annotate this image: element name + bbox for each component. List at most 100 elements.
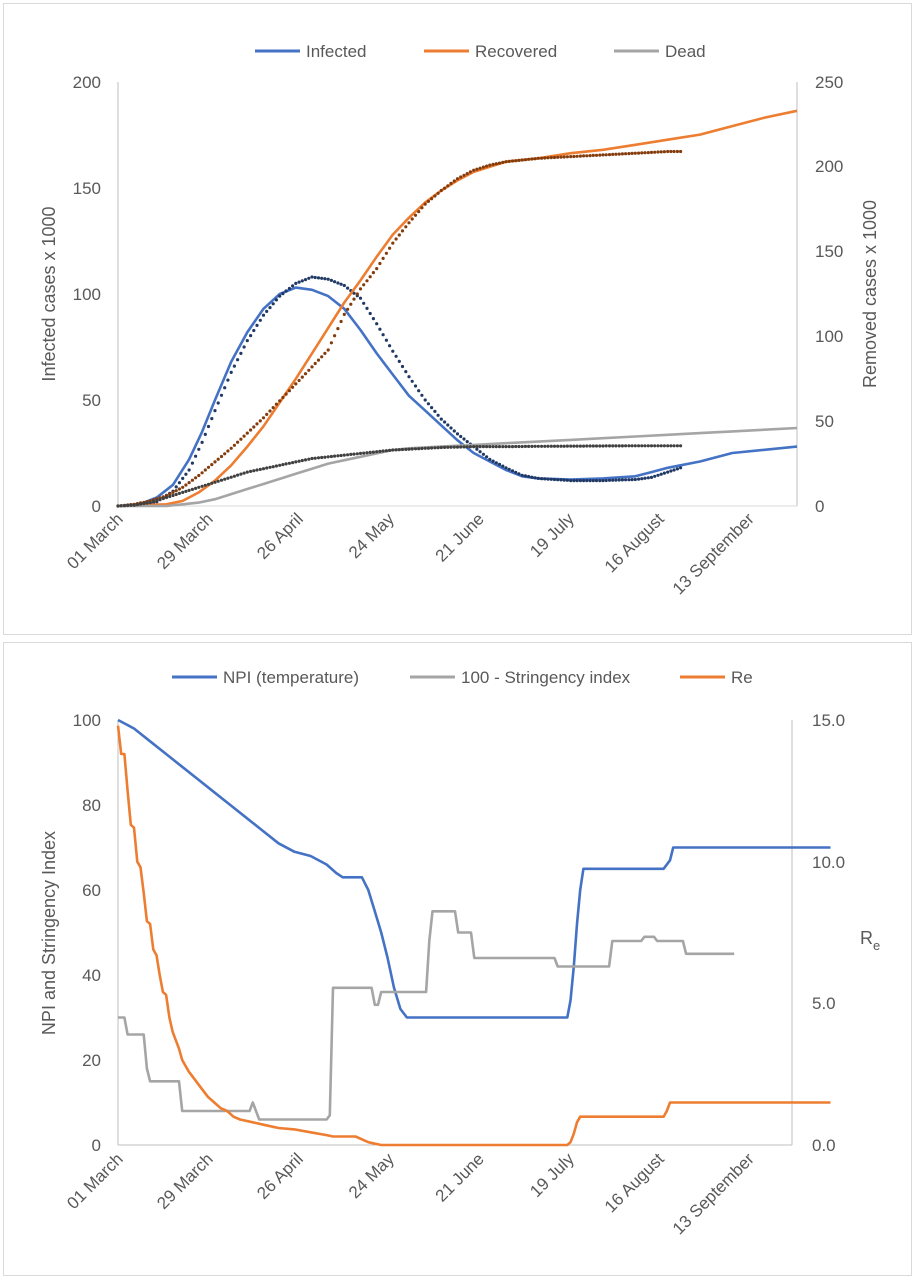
bottom-y2-tick-label: 10.0 xyxy=(812,853,845,872)
data-point xyxy=(119,504,123,508)
data-point xyxy=(300,375,304,379)
data-point xyxy=(171,493,175,498)
data-point xyxy=(320,276,324,280)
data-point xyxy=(549,444,553,448)
data-point xyxy=(168,492,172,496)
bottom-x-tick-label: 19 July xyxy=(526,1149,578,1201)
data-point xyxy=(443,445,447,449)
data-point xyxy=(582,479,586,483)
data-point xyxy=(679,444,683,448)
data-point xyxy=(274,464,278,468)
data-point xyxy=(158,498,162,502)
data-point xyxy=(326,455,330,459)
data-point xyxy=(536,444,540,448)
data-point xyxy=(472,445,476,449)
data-point xyxy=(449,426,453,430)
data-point xyxy=(229,475,233,479)
data-point xyxy=(614,152,618,156)
data-point xyxy=(446,445,450,449)
legend-label-npi: NPI (temperature) xyxy=(223,668,359,687)
data-point xyxy=(504,445,508,449)
data-point xyxy=(378,261,382,266)
data-point xyxy=(307,368,311,372)
data-point xyxy=(310,365,314,369)
bottom-chart: NPI (temperature) 100 - Stringency index… xyxy=(39,668,880,1238)
bottom-y2-tick-label: 5.0 xyxy=(812,994,836,1013)
data-point xyxy=(501,464,505,468)
data-point xyxy=(527,444,531,448)
data-point xyxy=(355,292,359,296)
series-fit-5-points xyxy=(116,444,683,508)
data-point xyxy=(336,327,340,331)
data-point xyxy=(184,472,188,476)
data-point xyxy=(349,302,353,306)
data-point xyxy=(294,460,298,464)
data-point xyxy=(252,328,256,333)
data-point xyxy=(278,399,282,403)
data-point xyxy=(232,364,236,368)
top-y2-tick-label: 50 xyxy=(815,412,834,431)
data-point xyxy=(281,463,285,467)
data-point xyxy=(384,251,388,255)
data-point xyxy=(381,449,385,453)
data-point xyxy=(549,156,553,160)
data-point xyxy=(232,474,236,478)
data-point xyxy=(666,470,670,474)
bottom-y2-tick-label: 15.0 xyxy=(812,711,845,730)
data-point xyxy=(368,275,372,279)
data-point xyxy=(362,283,366,287)
data-point xyxy=(462,445,466,449)
data-point xyxy=(459,445,463,449)
data-point xyxy=(303,278,308,282)
data-point xyxy=(578,444,583,448)
data-point xyxy=(249,334,253,338)
data-point xyxy=(565,478,570,482)
data-point xyxy=(249,469,253,473)
legend-label-re: Re xyxy=(731,668,753,687)
data-point xyxy=(381,333,385,337)
data-point xyxy=(497,445,502,449)
data-point xyxy=(333,334,337,338)
data-point xyxy=(488,457,492,461)
data-point xyxy=(540,444,544,448)
data-point xyxy=(546,156,550,160)
data-point xyxy=(475,445,479,449)
data-point xyxy=(679,466,683,470)
data-point xyxy=(455,177,460,181)
data-point xyxy=(459,175,463,179)
data-point xyxy=(420,206,424,210)
data-point xyxy=(258,467,262,471)
data-point xyxy=(485,445,489,449)
data-point xyxy=(320,355,324,359)
data-point xyxy=(669,444,673,448)
re-label-main: R xyxy=(860,928,873,948)
data-point xyxy=(533,157,537,161)
data-point xyxy=(258,419,262,423)
data-point xyxy=(404,225,408,229)
data-point xyxy=(617,444,621,448)
data-point xyxy=(552,155,557,160)
data-point xyxy=(132,503,136,507)
data-point xyxy=(284,462,288,466)
data-point xyxy=(155,499,159,503)
data-point xyxy=(236,358,240,362)
data-point xyxy=(297,378,301,383)
data-point xyxy=(455,432,460,436)
data-point xyxy=(430,406,434,410)
data-point xyxy=(601,153,605,157)
data-point xyxy=(213,480,217,484)
data-point xyxy=(530,444,534,448)
data-point xyxy=(430,446,434,450)
data-point xyxy=(417,447,421,451)
data-point xyxy=(368,450,372,454)
data-point xyxy=(145,501,149,505)
data-point xyxy=(494,162,498,166)
data-point xyxy=(200,484,204,488)
data-point xyxy=(404,447,408,451)
data-point xyxy=(223,386,227,390)
data-point xyxy=(375,267,379,271)
data-point xyxy=(391,241,395,245)
data-point xyxy=(582,154,586,158)
data-point xyxy=(148,501,152,505)
bottom-y-tick-label: 40 xyxy=(82,966,101,985)
